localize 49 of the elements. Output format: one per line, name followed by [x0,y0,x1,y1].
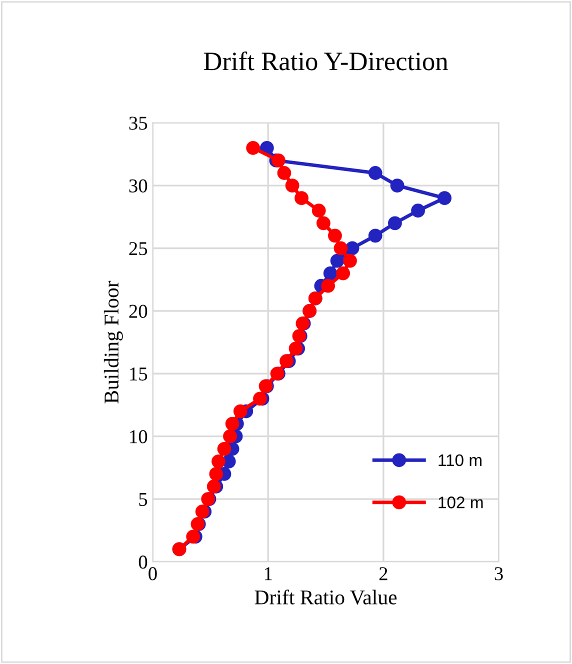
y-tick-label: 15 [130,368,148,381]
point [288,342,303,356]
point [345,241,360,256]
point [411,204,425,218]
point [277,166,292,180]
point [390,178,404,192]
point [209,467,224,481]
legend-label: 110 m [438,454,482,466]
point [321,278,336,293]
point [206,480,221,494]
point [343,254,357,268]
point [330,254,344,268]
point [212,454,226,468]
y-tick-label: 0 [138,556,148,569]
y-tick-label: 5 [139,493,148,506]
y-tick-label: 10 [130,430,148,444]
point [253,392,267,406]
y-tick-label: 30 [129,179,148,192]
y-tick-label: 35 [129,116,148,130]
point [217,442,232,456]
y-tick-label: 25 [129,242,148,256]
point [272,154,286,168]
x-tick-label: 3 [494,567,503,580]
point [195,504,210,519]
point [334,241,348,256]
point [328,228,342,243]
legend-label: 102 m [438,496,483,508]
point [280,354,294,368]
point [323,266,338,280]
point [316,216,330,230]
x-tick-label: 1 [264,567,272,580]
point [223,429,237,444]
point [225,416,240,431]
x-tick-label: 0 [148,567,157,580]
point [233,404,248,418]
point [388,216,402,230]
point [312,204,326,218]
point [368,166,382,180]
point [438,191,452,206]
point [336,266,350,280]
point [294,191,308,206]
y-tick-label: 20 [129,304,148,318]
chart-title: Drift Ratio Y-Direction [204,51,448,70]
y-axis-title: Building Floor [104,280,123,404]
x-axis-title: Drift Ratio Value [254,590,397,605]
point [246,140,260,155]
x-tick-label: 2 [379,567,388,580]
point [368,228,382,243]
point [285,178,300,192]
